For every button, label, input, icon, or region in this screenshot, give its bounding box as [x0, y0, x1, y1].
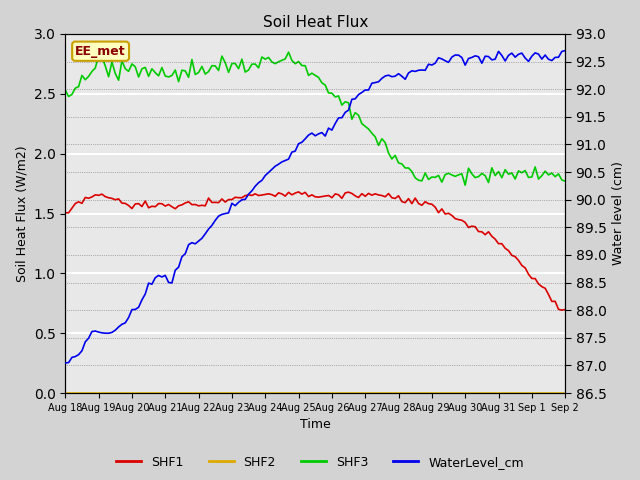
Y-axis label: Water level (cm): Water level (cm) — [612, 162, 625, 265]
WaterLevel_cm — [238, 197, 246, 203]
SHF3 — [61, 87, 69, 93]
SHF3 — [461, 182, 469, 188]
SHF1 — [294, 189, 302, 195]
SHF1 — [555, 306, 563, 312]
SHF2 — [238, 390, 246, 396]
Title: Soil Heat Flux: Soil Heat Flux — [262, 15, 368, 30]
Line: WaterLevel_cm: WaterLevel_cm — [65, 50, 565, 363]
WaterLevel_cm — [551, 55, 559, 60]
WaterLevel_cm — [61, 360, 69, 366]
SHF3 — [381, 140, 389, 145]
SHF1 — [368, 192, 376, 198]
Line: SHF3: SHF3 — [65, 52, 565, 185]
SHF2 — [412, 390, 419, 396]
WaterLevel_cm — [561, 48, 569, 53]
SHF1 — [61, 210, 69, 216]
Legend: SHF1, SHF2, SHF3, WaterLevel_cm: SHF1, SHF2, SHF3, WaterLevel_cm — [111, 451, 529, 474]
SHF2 — [551, 390, 559, 396]
WaterLevel_cm — [378, 75, 386, 81]
WaterLevel_cm — [305, 132, 312, 138]
SHF1 — [558, 307, 566, 313]
SHF2 — [378, 390, 386, 396]
SHF3 — [238, 56, 246, 62]
SHF3 — [308, 71, 316, 76]
SHF3 — [368, 130, 376, 136]
SHF1 — [238, 195, 246, 201]
SHF1 — [381, 194, 389, 200]
SHF1 — [415, 201, 422, 206]
SHF3 — [285, 49, 292, 55]
X-axis label: Time: Time — [300, 419, 331, 432]
Text: EE_met: EE_met — [76, 45, 126, 58]
SHF2 — [305, 390, 312, 396]
SHF2 — [365, 390, 372, 396]
SHF1 — [308, 192, 316, 198]
SHF1 — [561, 307, 569, 312]
Line: SHF1: SHF1 — [65, 192, 565, 310]
WaterLevel_cm — [365, 87, 372, 93]
Y-axis label: Soil Heat Flux (W/m2): Soil Heat Flux (W/m2) — [15, 145, 28, 282]
WaterLevel_cm — [412, 69, 419, 74]
SHF3 — [561, 179, 569, 184]
SHF2 — [61, 390, 69, 396]
SHF2 — [561, 390, 569, 396]
SHF3 — [415, 177, 422, 183]
SHF3 — [558, 177, 566, 183]
